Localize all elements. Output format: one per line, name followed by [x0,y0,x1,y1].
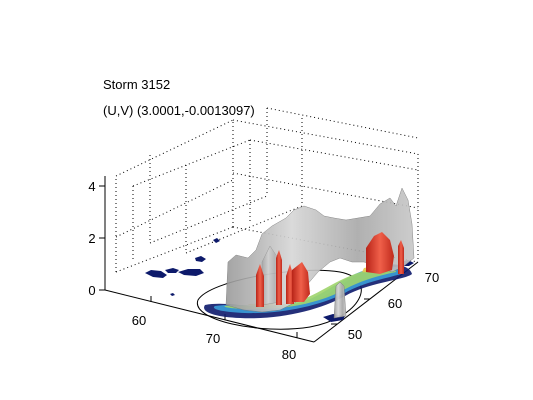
reflectivity-envelope [225,187,415,319]
chart-title: Storm 3152 [103,77,171,92]
y-tick-labels: 50 60 70 [348,270,439,342]
x-tick-80: 80 [282,347,296,362]
y-tick-60: 60 [388,296,402,311]
y-tick-50: 50 [348,327,362,342]
chart-subtitle: (U,V) (3.0001,-0.0013097) [103,103,255,118]
z-tick-0: 0 [88,283,95,298]
x-tick-labels: 60 70 80 [132,313,296,362]
z-tick-4: 4 [88,179,95,194]
z-tick-labels: 0 2 4 [88,179,95,298]
storm-cores [256,232,404,307]
z-tick-2: 2 [88,231,95,246]
scattered-echoes [145,238,414,322]
x-tick-60: 60 [132,313,146,328]
y-tick-70: 70 [425,270,439,285]
x-tick-70: 70 [206,331,220,346]
